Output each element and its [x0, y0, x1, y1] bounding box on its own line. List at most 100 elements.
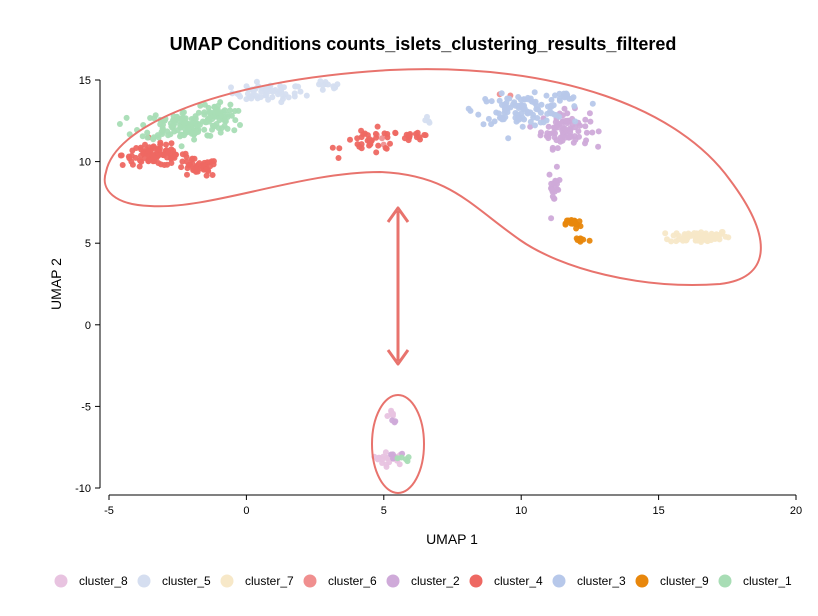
point-cluster_8 — [384, 413, 391, 419]
legend-swatch — [552, 574, 566, 588]
point-cluster_4 — [354, 135, 361, 142]
point-cluster_2 — [554, 124, 561, 131]
point-cluster_7 — [683, 232, 690, 239]
point-cluster_4 — [196, 160, 203, 167]
point-cluster_5 — [265, 96, 272, 103]
point-cluster_5 — [331, 85, 337, 92]
y-tick-label: 5 — [85, 238, 91, 250]
point-cluster_5 — [334, 81, 341, 88]
point-cluster_1 — [161, 117, 168, 124]
legend-swatch — [469, 574, 483, 588]
point-cluster_1 — [123, 114, 130, 121]
point-cluster_4 — [161, 162, 168, 168]
point-cluster_2 — [545, 123, 552, 130]
point-cluster_1 — [175, 117, 182, 124]
point-cluster_2 — [548, 186, 555, 193]
point-cluster_4 — [178, 164, 185, 171]
point-cluster_4 — [163, 141, 169, 148]
point-cluster_1 — [227, 101, 234, 108]
point-cluster_5 — [244, 90, 251, 97]
point-cluster_1 — [209, 126, 215, 133]
point-cluster_1 — [195, 109, 202, 116]
point-cluster_3 — [566, 95, 573, 102]
point-cluster_5 — [297, 88, 304, 95]
point-cluster_2 — [567, 129, 574, 136]
legend-item-cluster_7: cluster_7 — [220, 574, 294, 588]
point-cluster_9 — [573, 225, 580, 232]
point-cluster_3 — [548, 96, 555, 103]
point-cluster_3 — [589, 100, 596, 107]
point-cluster_4 — [168, 140, 175, 147]
point-cluster_3 — [571, 103, 578, 110]
y-ticks: -10 -5 0 5 10 15 — [75, 75, 100, 495]
point-cluster_2 — [549, 146, 556, 153]
point-cluster_3 — [506, 95, 513, 102]
chart-title: UMAP Conditions counts_islets_clustering… — [170, 34, 677, 54]
point-cluster_2 — [561, 105, 568, 112]
point-cluster_3 — [533, 102, 540, 109]
point-cluster_3 — [544, 110, 551, 117]
point-cluster_1 — [402, 456, 409, 463]
point-cluster_4 — [383, 145, 390, 152]
legend-item-cluster_2: cluster_2 — [386, 574, 460, 588]
point-cluster_4 — [209, 172, 216, 178]
legend-swatch — [303, 574, 317, 588]
point-cluster_4 — [168, 160, 175, 166]
point-cluster_4 — [375, 142, 382, 149]
point-cluster_3 — [482, 96, 489, 102]
legend-item-cluster_1: cluster_1 — [718, 574, 792, 588]
point-cluster_3 — [496, 97, 503, 104]
point-cluster_8 — [382, 449, 389, 456]
x-tick-label: -5 — [104, 505, 114, 517]
point-cluster_7 — [713, 234, 720, 241]
series-cluster_3 — [465, 89, 596, 142]
legend: cluster_8 cluster_5 cluster_7 cluster_6 clus… — [54, 574, 792, 588]
y-tick-label: 15 — [79, 75, 91, 87]
point-cluster_7 — [662, 230, 669, 237]
point-cluster_4 — [374, 123, 381, 130]
x-axis-label: UMAP 1 — [426, 531, 478, 547]
point-cluster_5 — [248, 95, 255, 102]
point-cluster_9 — [564, 217, 570, 224]
legend-label: cluster_6 — [328, 574, 377, 588]
legend-label: cluster_1 — [743, 574, 792, 588]
point-cluster_4 — [392, 129, 399, 136]
legend-item-cluster_3: cluster_3 — [552, 574, 626, 588]
point-cluster_3 — [556, 95, 563, 102]
series-cluster_7 — [662, 229, 732, 245]
point-cluster_3 — [531, 89, 538, 96]
point-cluster_4 — [387, 140, 393, 147]
point-cluster_7 — [688, 232, 695, 239]
point-cluster_5 — [292, 83, 299, 90]
legend-item-cluster_6: cluster_6 — [303, 574, 377, 588]
point-cluster_1 — [116, 121, 123, 127]
point-cluster_2 — [565, 134, 572, 141]
point-cluster_4 — [360, 131, 367, 138]
point-cluster_3 — [488, 98, 495, 105]
point-cluster_3 — [519, 123, 526, 130]
point-cluster_4 — [184, 171, 190, 178]
legend-label: cluster_9 — [660, 574, 709, 588]
point-cluster_4 — [155, 160, 162, 166]
point-cluster_2 — [582, 116, 589, 123]
point-cluster_1 — [191, 130, 198, 137]
series-cluster_9 — [562, 217, 593, 245]
point-cluster_5 — [281, 84, 287, 91]
point-cluster_5 — [291, 90, 298, 97]
point-cluster_2 — [572, 136, 579, 143]
point-cluster_1 — [201, 109, 208, 116]
y-tick-label: 10 — [79, 157, 91, 169]
point-cluster_1 — [197, 102, 204, 109]
point-cluster_3 — [475, 111, 482, 118]
point-cluster_1 — [227, 107, 233, 114]
y-axis-label: UMAP 2 — [48, 258, 64, 310]
point-cluster_4 — [373, 149, 380, 156]
point-cluster_3 — [491, 118, 498, 125]
point-cluster_3 — [513, 118, 520, 125]
point-cluster_1 — [232, 117, 239, 124]
point-cluster_1 — [215, 102, 221, 109]
point-cluster_7 — [670, 232, 677, 239]
point-cluster_3 — [572, 118, 579, 125]
point-cluster_1 — [177, 131, 184, 138]
point-cluster_4 — [329, 144, 336, 151]
